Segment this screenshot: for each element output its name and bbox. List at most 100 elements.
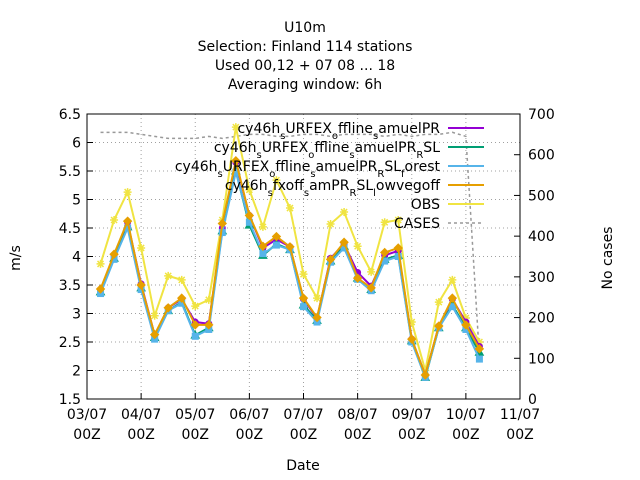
y2-axis-label: No cases <box>600 227 616 290</box>
point <box>325 254 336 265</box>
point <box>448 275 457 284</box>
point <box>163 303 173 313</box>
point <box>407 334 417 344</box>
legend-label: cy46hsURFEXofflinesamuelPR <box>237 121 440 142</box>
legend-label: cy46hsfxoffsamPRRSLlowvegoff <box>225 178 440 199</box>
y2-tick-label: 300 <box>528 270 555 286</box>
point <box>191 302 200 311</box>
legend-label: OBS <box>411 197 440 213</box>
point <box>394 216 403 225</box>
point <box>475 338 484 346</box>
point <box>149 329 160 340</box>
y2-tick-label: 700 <box>528 107 555 123</box>
x-tick-label: 11/07 00Z <box>500 407 540 443</box>
point <box>475 355 483 363</box>
point <box>407 318 416 327</box>
point <box>420 370 430 380</box>
legend-label: cy46hsURFEXofflinesamuelPRRSLforest <box>175 159 441 180</box>
point <box>204 295 213 304</box>
point <box>272 241 280 249</box>
point <box>109 249 119 259</box>
point <box>434 321 444 331</box>
point <box>379 247 390 258</box>
point <box>312 312 322 323</box>
x-tick-label: 05/07 00Z <box>175 407 215 443</box>
point <box>204 320 214 330</box>
point <box>123 188 132 197</box>
point <box>352 273 363 283</box>
point <box>393 243 403 253</box>
y-tick-label: 2.5 <box>59 335 81 351</box>
point <box>258 222 267 231</box>
point <box>137 243 146 252</box>
point <box>326 220 335 229</box>
point <box>448 303 456 311</box>
x-tick-label: 04/07 00Z <box>121 407 161 443</box>
point <box>353 242 362 251</box>
point <box>110 216 119 225</box>
point <box>95 284 106 294</box>
y-tick-label: 1.5 <box>59 392 81 408</box>
x-tick-label: 09/07 00Z <box>392 407 432 443</box>
point <box>245 185 254 194</box>
y2-tick-label: 500 <box>528 188 555 204</box>
point <box>96 259 105 268</box>
x-tick-label: 03/07 00Z <box>67 407 107 443</box>
point <box>231 123 240 132</box>
point <box>272 176 281 185</box>
point <box>461 314 470 323</box>
point <box>299 270 308 279</box>
point <box>461 320 471 330</box>
point <box>340 208 349 217</box>
point <box>298 293 309 303</box>
y2-tick-label: 400 <box>528 229 555 245</box>
point <box>300 303 307 311</box>
point <box>177 275 186 284</box>
y2-tick-label: 0 <box>528 392 537 408</box>
x-tick-label: 10/07 00Z <box>446 407 486 443</box>
point <box>271 231 282 242</box>
point <box>366 283 376 293</box>
point <box>244 210 255 221</box>
x-tick-label: 08/07 00Z <box>337 407 377 443</box>
y2-tick-label: 100 <box>528 351 555 367</box>
point <box>136 280 146 290</box>
x-axis-label: Date <box>286 458 319 474</box>
chart-subtitle: Averaging window: 6h <box>228 77 382 93</box>
point <box>380 218 389 227</box>
y2-tick-label: 600 <box>528 148 555 164</box>
point <box>217 218 228 229</box>
point <box>150 311 159 320</box>
y-tick-label: 3 <box>72 307 81 323</box>
plot-frame <box>86 113 521 400</box>
point <box>434 298 443 307</box>
point <box>177 293 187 303</box>
y2-tick-label: 200 <box>528 311 555 327</box>
point <box>259 250 267 258</box>
point <box>447 293 458 303</box>
point <box>258 241 268 251</box>
y-tick-label: 6.5 <box>59 107 81 123</box>
chart-subtitle: Selection: Finland 114 stations <box>198 39 413 55</box>
y-axis-label: m/s <box>8 245 24 271</box>
chart-subtitle: Used 00,12 + 07 08 ... 18 <box>215 58 395 74</box>
point <box>339 237 349 247</box>
point <box>190 320 200 330</box>
x-tick-label: 06/07 00Z <box>229 407 269 443</box>
y-tick-label: 5.5 <box>59 164 81 180</box>
legend-label: cy46hsURFEXofflinesamuelPRRSL <box>214 140 440 161</box>
point <box>313 294 322 303</box>
point <box>285 204 294 213</box>
point <box>122 216 133 226</box>
y-tick-label: 4.5 <box>59 221 81 237</box>
chart-title: U10m <box>284 20 326 36</box>
y-tick-label: 4 <box>72 250 81 266</box>
y-tick-label: 6 <box>72 136 81 152</box>
point <box>367 267 376 276</box>
point <box>285 242 295 252</box>
point <box>191 332 199 340</box>
x-tick-label: 07/07 00Z <box>283 407 323 443</box>
point <box>474 344 485 354</box>
